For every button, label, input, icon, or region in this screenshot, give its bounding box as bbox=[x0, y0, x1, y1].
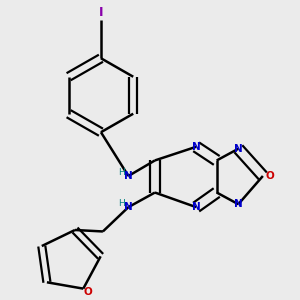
Text: H: H bbox=[118, 199, 124, 208]
Text: N: N bbox=[124, 171, 133, 181]
Text: N: N bbox=[124, 202, 133, 212]
Text: N: N bbox=[192, 202, 200, 212]
Text: I: I bbox=[99, 7, 103, 20]
Text: O: O bbox=[83, 286, 92, 297]
Text: N: N bbox=[234, 144, 243, 154]
Text: H: H bbox=[118, 168, 124, 177]
Text: O: O bbox=[266, 171, 274, 181]
Text: N: N bbox=[234, 199, 243, 209]
Text: N: N bbox=[192, 142, 200, 152]
